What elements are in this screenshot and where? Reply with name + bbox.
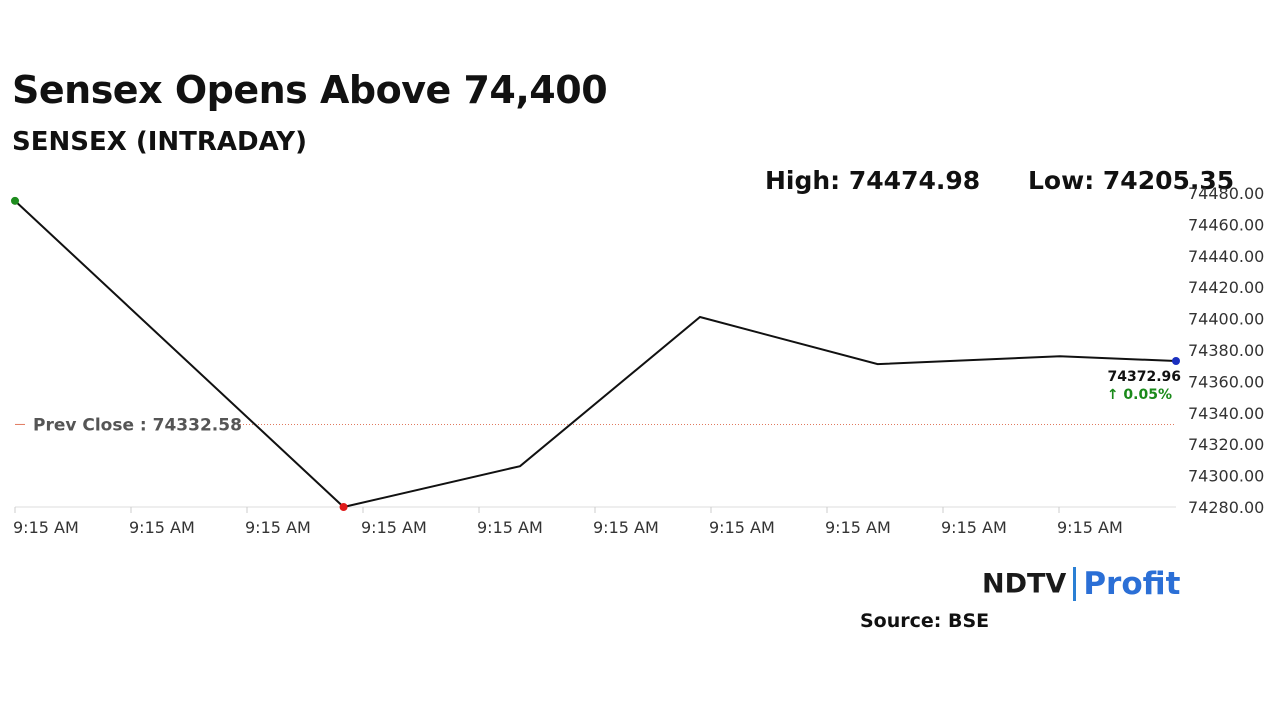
- y-tick-label: 74420.00: [1188, 278, 1264, 297]
- x-tick-label: 9:15 AM: [593, 518, 659, 537]
- x-tick-label: 9:15 AM: [477, 518, 543, 537]
- source-note: Source: BSE: [860, 610, 990, 632]
- y-tick-label: 74360.00: [1188, 372, 1264, 391]
- logo-ndtv-text: NDTV: [982, 568, 1067, 600]
- y-tick-label: 74300.00: [1188, 467, 1264, 486]
- price-line: [14, 200, 1177, 509]
- chart-subtitle: SENSEX (INTRADAY): [12, 127, 307, 157]
- ndtv-profit-logo: NDTV Profit: [982, 566, 1180, 602]
- low-stat: Low: 74205.35: [1028, 166, 1235, 195]
- y-tick-label: 74460.00: [1188, 215, 1264, 234]
- y-tick-label: 74400.00: [1188, 310, 1264, 329]
- last-value-label: 74372.96: [1107, 369, 1181, 385]
- logo-divider: [1073, 567, 1077, 601]
- x-tick-label: 9:15 AM: [825, 518, 891, 537]
- y-tick-label: 74380.00: [1188, 341, 1264, 360]
- headline: Sensex Opens Above 74,400: [12, 68, 608, 112]
- x-tick-label: 9:15 AM: [361, 518, 427, 537]
- end-point-marker: [1172, 356, 1180, 365]
- x-tick-label: 9:15 AM: [13, 518, 79, 537]
- x-tick-label: 9:15 AM: [1057, 518, 1123, 537]
- x-tick-label: 9:15 AM: [941, 518, 1007, 537]
- x-tick-label: 9:15 AM: [129, 518, 195, 537]
- prev-close-label: Prev Close : 74332.58: [33, 415, 242, 435]
- low-point-marker: [339, 503, 348, 511]
- start-point-marker: [11, 196, 19, 205]
- x-tick-label: 9:15 AM: [245, 518, 311, 537]
- y-tick-label: 74340.00: [1188, 404, 1264, 423]
- y-tick-label: 74440.00: [1188, 247, 1264, 266]
- x-tick-label: 9:15 AM: [709, 518, 775, 537]
- high-stat: High: 74474.98: [765, 166, 981, 195]
- change-percent-label: ↑ 0.05%: [1107, 387, 1172, 403]
- y-tick-label: 74320.00: [1188, 435, 1264, 454]
- logo-profit-text: Profit: [1083, 566, 1181, 602]
- y-tick-label: 74280.00: [1188, 498, 1264, 517]
- y-tick-label: 74480.00: [1188, 184, 1264, 203]
